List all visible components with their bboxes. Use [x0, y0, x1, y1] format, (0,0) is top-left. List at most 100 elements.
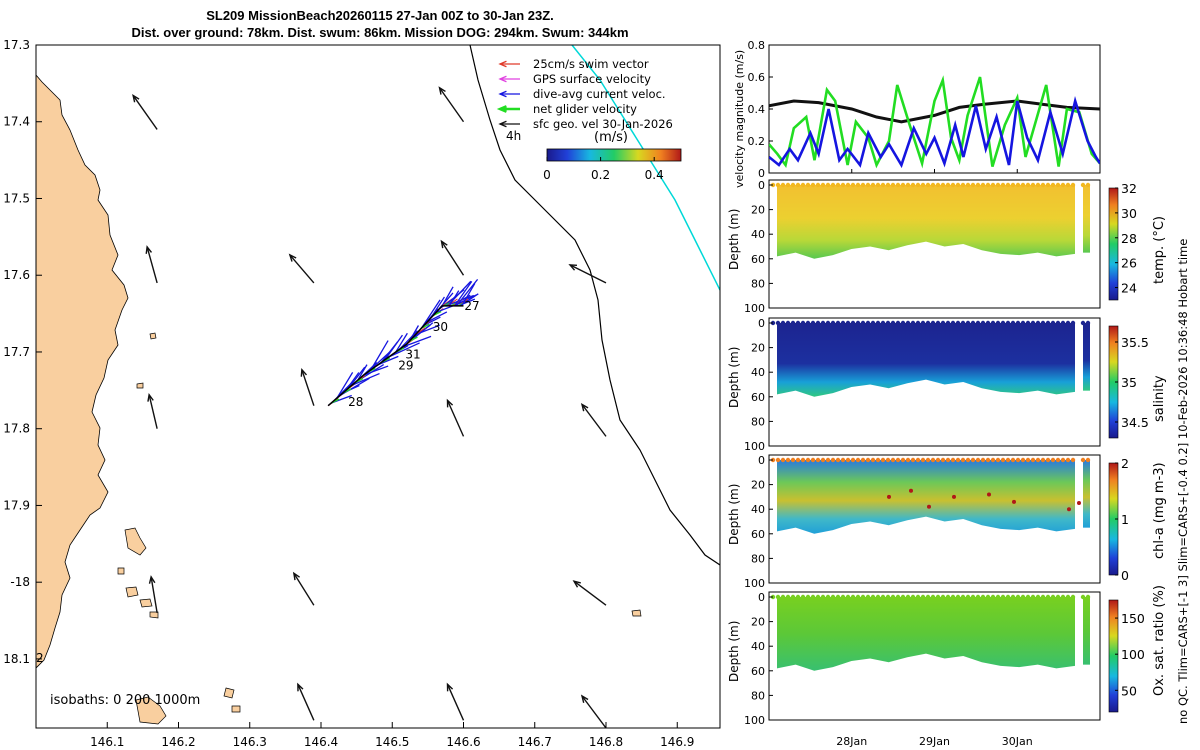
- map-xtick-label: 146.3: [233, 735, 267, 749]
- legend-arrow-icon: [498, 75, 520, 83]
- date-tick-label: 30Jan: [1002, 735, 1033, 748]
- depth-axis-label: Depth (m): [727, 209, 741, 270]
- colorbar-tick-label: 100: [1121, 647, 1145, 662]
- current-vector: [398, 330, 418, 350]
- legend-label: GPS surface velocity: [533, 72, 651, 86]
- isobath-1000m: [469, 45, 720, 566]
- map-xtick-label: 146.5: [375, 735, 409, 749]
- depth-tick-label: 20: [751, 204, 765, 217]
- velocity-ytick-label: 0.8: [748, 39, 766, 52]
- current-vector: [336, 372, 354, 399]
- section-data: [777, 323, 1075, 397]
- depth-tick-label: 40: [751, 366, 765, 379]
- depth-tick-label: 40: [751, 640, 765, 653]
- current-vector: [448, 290, 460, 307]
- island-7: [231, 705, 241, 713]
- geo-velocity-arrow: [148, 575, 158, 614]
- velocity-ytick-label: 0.4: [748, 103, 766, 116]
- geo-velocity-arrow: [288, 253, 315, 284]
- island-9: [136, 382, 144, 389]
- time-step-label: 4h: [506, 129, 521, 143]
- geo-velocity-arrow: [300, 367, 315, 406]
- colorbar-tick-label: 0: [543, 168, 551, 182]
- depth-tick-label: 100: [744, 577, 765, 590]
- island-3: [139, 598, 153, 608]
- swim-vector: [447, 298, 458, 307]
- legend-arrow-icon: [496, 105, 520, 113]
- colorbar-label: salinity: [1152, 375, 1167, 422]
- island-11: [117, 567, 125, 575]
- geo-velocity-arrow: [580, 694, 607, 728]
- map-xtick-label: 146.1: [90, 735, 124, 749]
- depth-tick-label: 60: [751, 665, 765, 678]
- geo-velocity-arrow: [446, 398, 465, 437]
- day-label: 31: [405, 348, 420, 362]
- map-ytick-label: 17.4: [3, 115, 30, 129]
- map-ytick-label: 17.5: [3, 191, 30, 205]
- depth-tick-label: 100: [744, 714, 765, 727]
- geo-velocity-arrow: [438, 86, 465, 123]
- colorbar-tick-label: 35.5: [1121, 335, 1149, 350]
- depth-tick-label: 80: [751, 277, 765, 290]
- legend-arrow-icon: [498, 60, 520, 68]
- current-vector: [348, 366, 366, 389]
- geo-velocity-arrow: [580, 402, 607, 437]
- current-vector: [388, 342, 420, 358]
- map-xtick-label: 146.2: [161, 735, 195, 749]
- map-ytick-label: 17.9: [3, 498, 30, 512]
- day-label: 30: [433, 320, 448, 334]
- map-ytick-label: 17.6: [3, 268, 30, 282]
- island-4: [149, 611, 159, 619]
- island-8: [631, 609, 642, 617]
- current-vector: [441, 286, 454, 307]
- depth-tick-label: 0: [758, 454, 765, 467]
- geo-velocity-arrow: [440, 239, 465, 276]
- section-colorbar: [1108, 187, 1119, 301]
- colorbar-tick-label: 34.5: [1121, 415, 1149, 430]
- velocity-ytick-label: 0.6: [748, 71, 766, 84]
- section-panel: 0 20 40 60 80 100 Depth (m) 0 1 2 chl-a (mg m-3): [727, 454, 1167, 590]
- current-vector: [426, 311, 448, 323]
- depth-tick-label: 60: [751, 253, 765, 266]
- depth-tick-label: 40: [751, 228, 765, 241]
- current-vector: [370, 340, 389, 371]
- isobaths-label: isobaths: 0 200 1000m: [50, 693, 200, 708]
- map-xtick-label: 146.7: [518, 735, 552, 749]
- current-vector: [351, 372, 380, 386]
- side-note: no QC. Tlim=CARS+[-1 3] Slim=CARS+[-0.4 …: [1176, 238, 1190, 724]
- glider-path: [327, 305, 464, 407]
- island-6: [223, 687, 235, 699]
- depth-axis-label: Depth (m): [727, 484, 741, 545]
- map-ytick-label: 18.1: [3, 652, 30, 666]
- velocity-ylabel: velocity magnitude (m/s): [733, 49, 746, 188]
- depth-tick-label: 100: [744, 440, 765, 453]
- current-vector: [357, 364, 368, 381]
- depth-tick-label: 80: [751, 415, 765, 428]
- colorbar-tick-label: 0.4: [645, 168, 664, 182]
- geo-velocity-arrow: [297, 682, 315, 721]
- current-vector: [420, 299, 441, 329]
- series-line: [769, 99, 1100, 124]
- section-panel: 0 20 40 60 80 100 Depth (m) 34.5 35 35.5 salinity: [727, 317, 1167, 453]
- island-10: [149, 332, 157, 340]
- depth-tick-label: 60: [751, 528, 765, 541]
- section-data-segment: [1083, 460, 1090, 528]
- section-data: [777, 597, 1075, 671]
- legend-arrow-icon: [498, 90, 520, 98]
- date-tick-label: 29Jan: [919, 735, 950, 748]
- current-vector: [454, 280, 473, 307]
- colorbar-label: Ox. sat. ratio (%): [1152, 585, 1167, 696]
- depth-tick-label: 80: [751, 552, 765, 565]
- depth-tick-label: 20: [751, 342, 765, 355]
- current-vector: [395, 332, 408, 353]
- depth-axis-label: Depth (m): [727, 347, 741, 408]
- depth-tick-label: 80: [751, 689, 765, 702]
- geo-velocity-arrow: [446, 682, 465, 721]
- geo-velocity-arrow: [568, 264, 607, 284]
- current-vector: [377, 355, 399, 366]
- colorbar-tick-label: 32: [1121, 181, 1137, 196]
- current-vector: [363, 365, 389, 376]
- geo-velocity-arrow: [147, 392, 158, 429]
